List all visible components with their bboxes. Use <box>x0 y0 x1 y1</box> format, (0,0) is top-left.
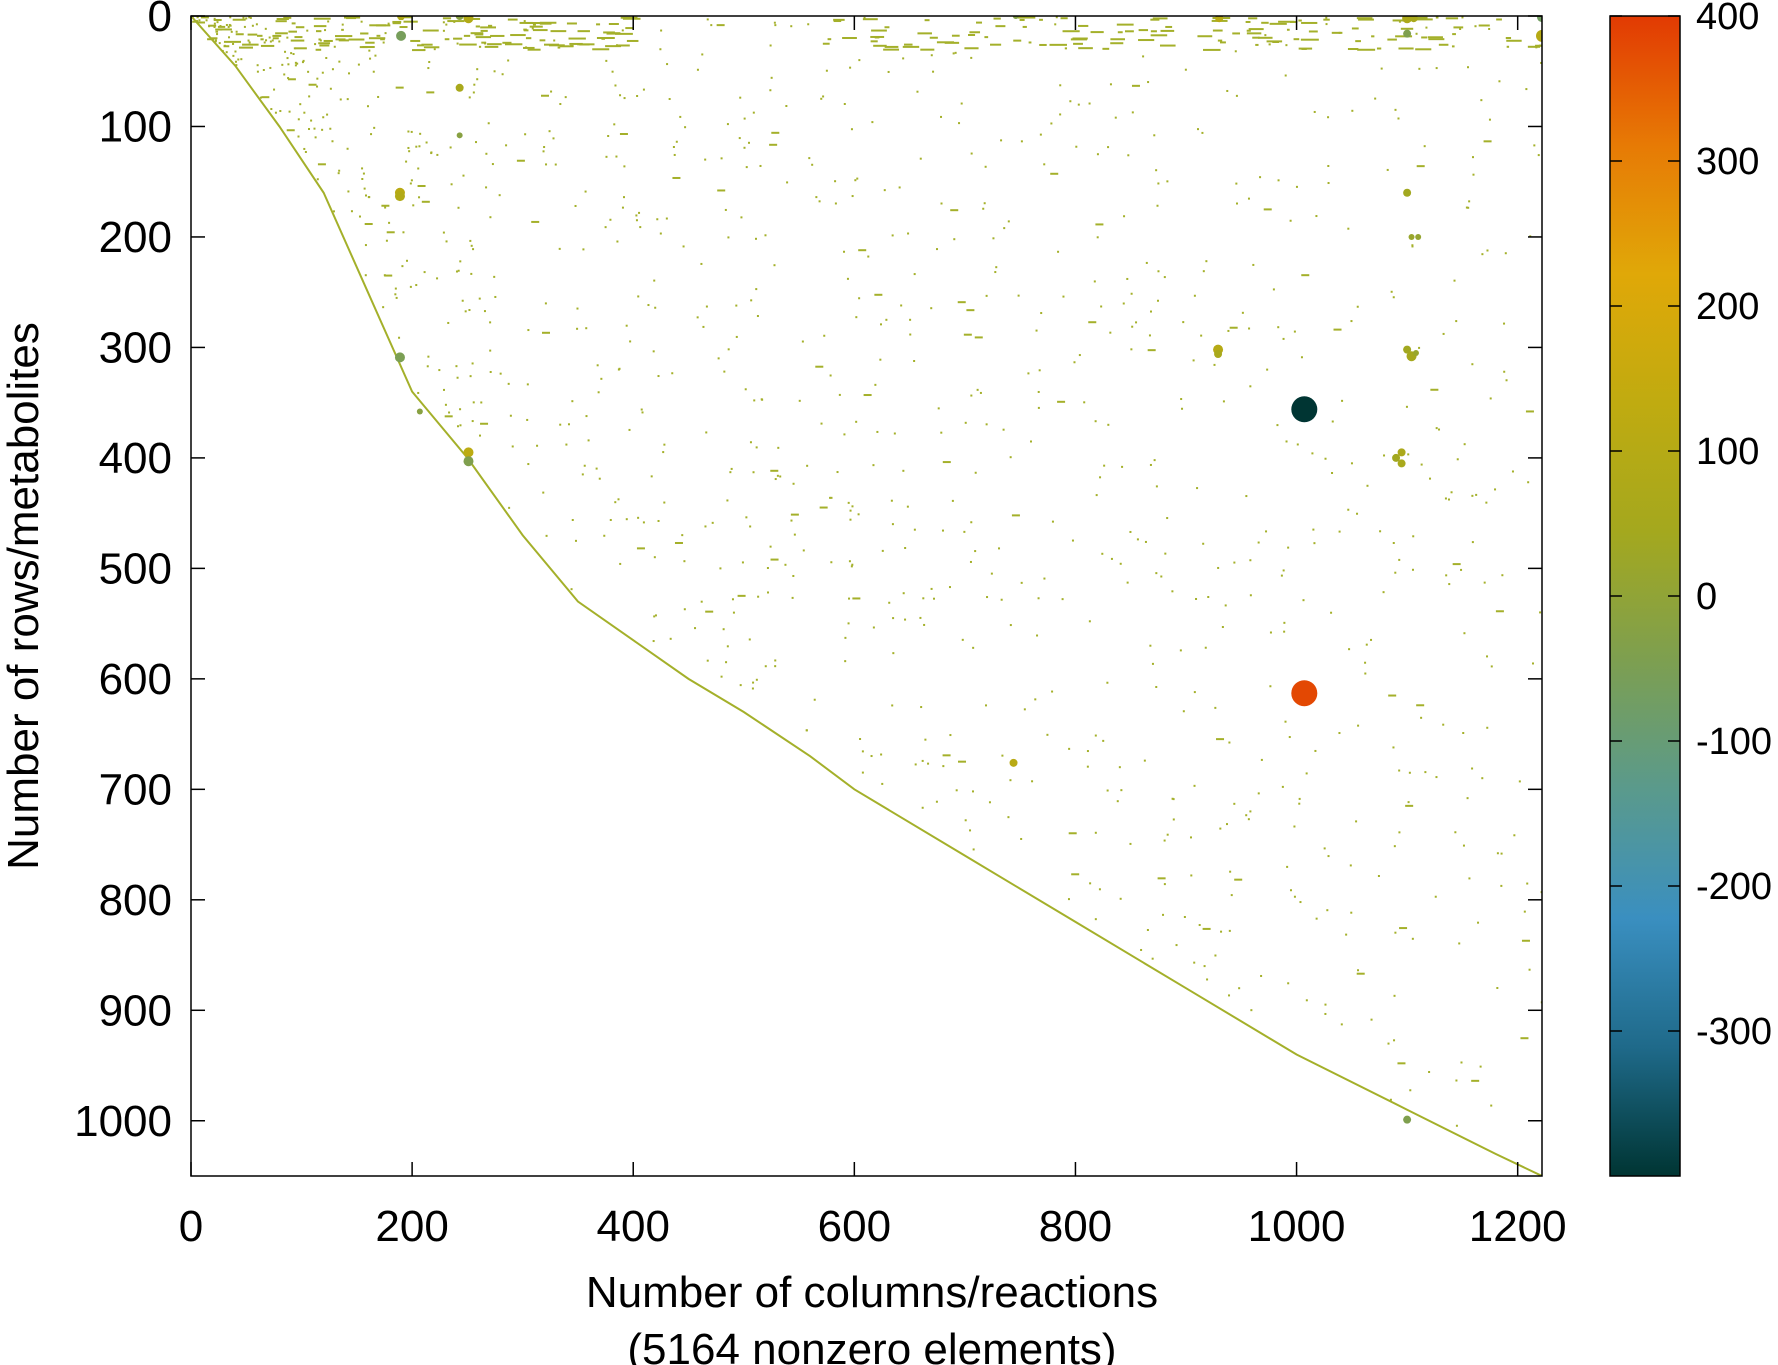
y-tick-label: 900 <box>99 986 172 1035</box>
x-tick-label: 0 <box>179 1202 203 1251</box>
plot-area <box>191 16 1542 1176</box>
data-point <box>1415 233 1422 240</box>
y-tick-label: 800 <box>99 876 172 925</box>
y-tick-label: 100 <box>99 102 172 151</box>
data-points <box>394 16 1542 1124</box>
data-point <box>1392 453 1401 462</box>
data-point <box>455 83 464 92</box>
x-axis: 0 200 400 600 800 1000 1200 <box>179 16 1567 1251</box>
data-point <box>397 16 406 20</box>
colorbar-axis: 400 300 200 100 0 -100 -200 -300 <box>1610 0 1772 1053</box>
data-point <box>416 408 423 415</box>
data-point <box>1214 350 1223 359</box>
x-tick-label: 800 <box>1039 1202 1112 1251</box>
y-tick-label: 500 <box>99 544 172 593</box>
x-tick-label: 1200 <box>1469 1202 1567 1251</box>
colorbar-tick-label: 0 <box>1696 576 1717 618</box>
data-point <box>1536 29 1542 42</box>
data-point <box>1403 29 1412 38</box>
data-point <box>1402 16 1413 24</box>
x-tick-label: 200 <box>375 1202 448 1251</box>
y-axis-label: Number of rows/metabolites <box>0 322 48 870</box>
data-point <box>463 447 474 458</box>
data-point <box>1409 16 1418 23</box>
colorbar-tick-label: -100 <box>1696 721 1772 763</box>
y-tick-label: 0 <box>148 0 172 41</box>
x-axis-label-line2: (5164 nonzero elements) <box>627 1325 1116 1365</box>
data-point <box>1403 188 1412 197</box>
data-point <box>1009 758 1018 767</box>
y-tick-label: 200 <box>99 213 172 262</box>
data-point <box>456 132 463 139</box>
y-tick-label: 600 <box>99 655 172 704</box>
x-tick-label: 1000 <box>1248 1202 1346 1251</box>
data-point <box>1408 233 1415 240</box>
data-point <box>455 16 464 20</box>
x-tick-label: 400 <box>597 1202 670 1251</box>
y-axis: 0 100 200 300 400 500 600 700 800 900 1000 <box>74 0 1542 1146</box>
y-tick-label: 700 <box>99 765 172 814</box>
data-point <box>1291 680 1318 707</box>
colorbar-tick-label: 300 <box>1696 141 1759 183</box>
y-tick-label: 300 <box>99 323 172 372</box>
plot-frame <box>190 15 1543 1177</box>
colorbar-tick-label: 400 <box>1696 0 1759 38</box>
data-point <box>1537 16 1542 23</box>
data-point <box>394 191 405 202</box>
data-point <box>396 30 407 41</box>
data-point <box>1397 448 1406 457</box>
y-tick-label: 400 <box>99 434 172 483</box>
data-point <box>1412 349 1419 356</box>
data-point <box>1403 1115 1412 1124</box>
data-point <box>394 352 405 363</box>
colorbar-tick-label: -300 <box>1696 1011 1772 1053</box>
data-point <box>1397 459 1406 468</box>
data-point <box>463 16 474 24</box>
data-point <box>463 456 474 467</box>
colorbar-tick-label: 100 <box>1696 431 1759 473</box>
x-axis-label: Number of columns/reactions <box>586 1268 1158 1317</box>
data-point <box>1403 345 1412 354</box>
data-point <box>1291 396 1318 423</box>
colorbar-tick-label: -200 <box>1696 866 1772 908</box>
x-tick-label: 600 <box>818 1202 891 1251</box>
data-point <box>1215 16 1224 23</box>
y-tick-label: 1000 <box>74 1097 172 1146</box>
colorbar-tick-label: 200 <box>1696 286 1759 328</box>
sparse-structure <box>191 16 1542 1176</box>
